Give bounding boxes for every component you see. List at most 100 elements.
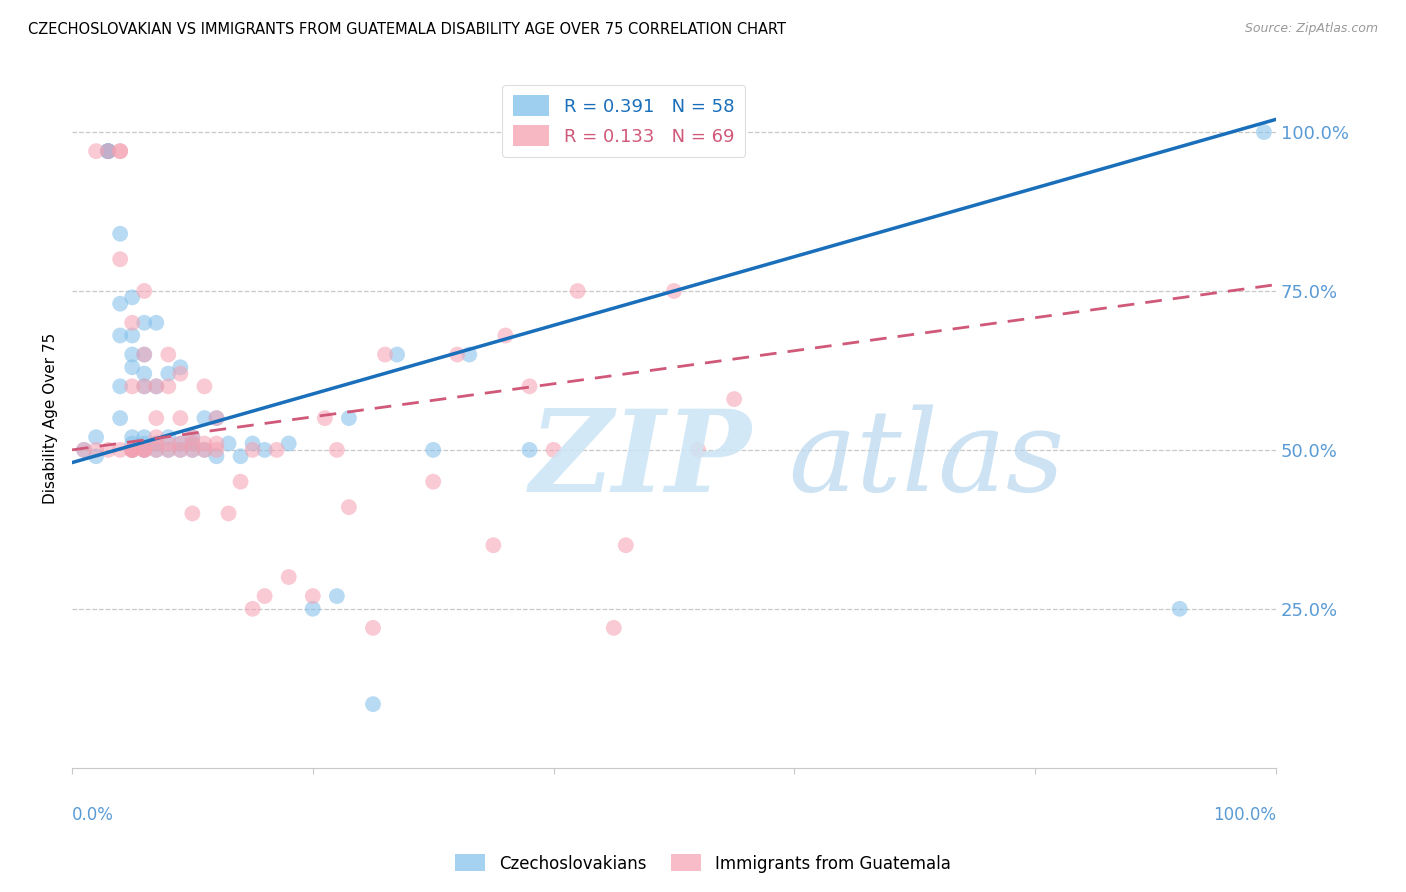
- Text: CZECHOSLOVAKIAN VS IMMIGRANTS FROM GUATEMALA DISABILITY AGE OVER 75 CORRELATION : CZECHOSLOVAKIAN VS IMMIGRANTS FROM GUATE…: [28, 22, 786, 37]
- Point: [97, 144, 120, 158]
- Point: [205, 411, 228, 425]
- Point: [157, 430, 180, 444]
- Point: [108, 252, 131, 267]
- Point: [181, 442, 204, 457]
- Point: [253, 442, 276, 457]
- Point: [134, 430, 156, 444]
- Point: [181, 442, 204, 457]
- Point: [121, 442, 143, 457]
- Point: [482, 538, 505, 552]
- Point: [157, 347, 180, 361]
- Point: [121, 360, 143, 375]
- Point: [145, 379, 167, 393]
- Point: [84, 442, 107, 457]
- Point: [108, 442, 131, 457]
- Point: [97, 144, 120, 158]
- Point: [121, 328, 143, 343]
- Point: [169, 436, 191, 450]
- Point: [134, 442, 156, 457]
- Point: [108, 227, 131, 241]
- Text: ZIP: ZIP: [530, 405, 752, 516]
- Point: [422, 442, 444, 457]
- Point: [108, 144, 131, 158]
- Point: [121, 290, 143, 304]
- Point: [121, 442, 143, 457]
- Point: [145, 442, 167, 457]
- Point: [73, 442, 96, 457]
- Point: [193, 379, 215, 393]
- Text: 0.0%: 0.0%: [72, 806, 114, 824]
- Point: [145, 430, 167, 444]
- Point: [145, 411, 167, 425]
- Point: [337, 500, 360, 514]
- Point: [723, 392, 745, 406]
- Point: [337, 411, 360, 425]
- Point: [97, 442, 120, 457]
- Point: [181, 507, 204, 521]
- Point: [603, 621, 626, 635]
- Point: [205, 449, 228, 463]
- Point: [134, 436, 156, 450]
- Point: [134, 347, 156, 361]
- Point: [84, 430, 107, 444]
- Point: [134, 379, 156, 393]
- Point: [121, 442, 143, 457]
- Point: [543, 442, 565, 457]
- Point: [157, 367, 180, 381]
- Point: [181, 436, 204, 450]
- Point: [97, 144, 120, 158]
- Point: [446, 347, 468, 361]
- Point: [134, 367, 156, 381]
- Point: [169, 411, 191, 425]
- Point: [108, 296, 131, 310]
- Point: [97, 144, 120, 158]
- Point: [157, 379, 180, 393]
- Point: [108, 328, 131, 343]
- Point: [121, 379, 143, 393]
- Point: [205, 411, 228, 425]
- Point: [108, 144, 131, 158]
- Point: [145, 436, 167, 450]
- Point: [181, 430, 204, 444]
- Point: [73, 442, 96, 457]
- Point: [519, 442, 541, 457]
- Point: [193, 442, 215, 457]
- Legend: R = 0.391   N = 58, R = 0.133   N = 69: R = 0.391 N = 58, R = 0.133 N = 69: [502, 85, 745, 157]
- Point: [385, 347, 408, 361]
- Point: [242, 436, 264, 450]
- Point: [121, 316, 143, 330]
- Point: [193, 442, 215, 457]
- Point: [169, 436, 191, 450]
- Point: [84, 144, 107, 158]
- Point: [134, 379, 156, 393]
- Point: [145, 442, 167, 457]
- Point: [205, 436, 228, 450]
- Point: [157, 442, 180, 457]
- Point: [108, 411, 131, 425]
- Point: [301, 602, 323, 616]
- Point: [134, 442, 156, 457]
- Point: [614, 538, 637, 552]
- Point: [145, 316, 167, 330]
- Point: [157, 436, 180, 450]
- Text: atlas: atlas: [789, 405, 1064, 516]
- Legend: Czechoslovakians, Immigrants from Guatemala: Czechoslovakians, Immigrants from Guatem…: [449, 847, 957, 880]
- Point: [314, 411, 336, 425]
- Point: [134, 284, 156, 298]
- Point: [218, 436, 240, 450]
- Point: [301, 589, 323, 603]
- Point: [108, 379, 131, 393]
- Point: [242, 602, 264, 616]
- Point: [134, 442, 156, 457]
- Point: [169, 442, 191, 457]
- Point: [361, 621, 384, 635]
- Point: [686, 442, 709, 457]
- Point: [121, 430, 143, 444]
- Point: [567, 284, 589, 298]
- Point: [121, 442, 143, 457]
- Point: [121, 436, 143, 450]
- Point: [1253, 125, 1275, 139]
- Y-axis label: Disability Age Over 75: Disability Age Over 75: [44, 333, 58, 504]
- Point: [134, 316, 156, 330]
- Point: [458, 347, 481, 361]
